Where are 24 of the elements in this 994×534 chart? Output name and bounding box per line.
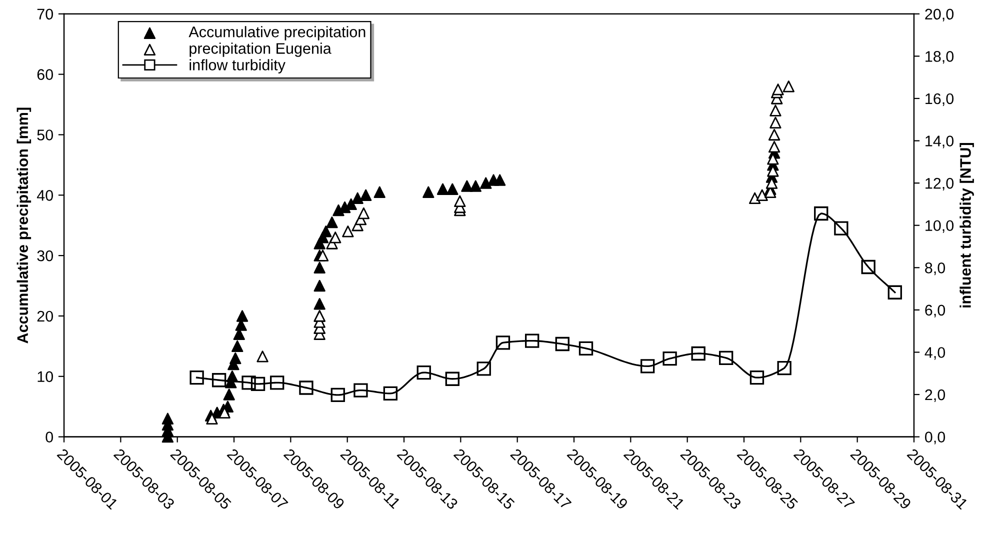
y-axis-title: Accumulative precipitation [mm] xyxy=(16,108,32,344)
legend-label: precipitation Eugenia xyxy=(190,42,332,57)
y2-tick-label: 14,0 xyxy=(926,136,954,148)
y2-tick-label: 4,0 xyxy=(924,347,946,360)
y2-tick-label: 8,0 xyxy=(925,262,946,276)
y2-tick-label: 10,0 xyxy=(926,220,954,233)
y2-tick-label: 16,0 xyxy=(926,93,954,106)
y-tick-label: 70 xyxy=(37,8,53,20)
y2-tick-label: 18,0 xyxy=(926,51,954,64)
y-tick-label: 50 xyxy=(37,130,53,140)
y-tick-label: 60 xyxy=(37,69,53,80)
y2-tick-label: 2,0 xyxy=(925,389,946,402)
y-tick-label: 40 xyxy=(36,190,53,201)
y2-tick-label: 6,0 xyxy=(925,304,946,318)
y-tick-label: 20 xyxy=(37,310,53,322)
y-tick-label: 30 xyxy=(37,250,53,262)
y2-tick-label: 0,0 xyxy=(924,432,946,444)
legend-label: Accumulative precipitation xyxy=(188,26,366,40)
legend-label: inflow turbidity xyxy=(190,59,286,74)
y-tick-label: 0 xyxy=(46,432,53,442)
y2-axis-title: influent turbidity [NTU] xyxy=(960,143,974,308)
y-tick-label: 10 xyxy=(38,371,53,382)
y2-tick-label: 20,0 xyxy=(925,8,954,22)
y2-tick-label: 12,0 xyxy=(926,178,954,191)
